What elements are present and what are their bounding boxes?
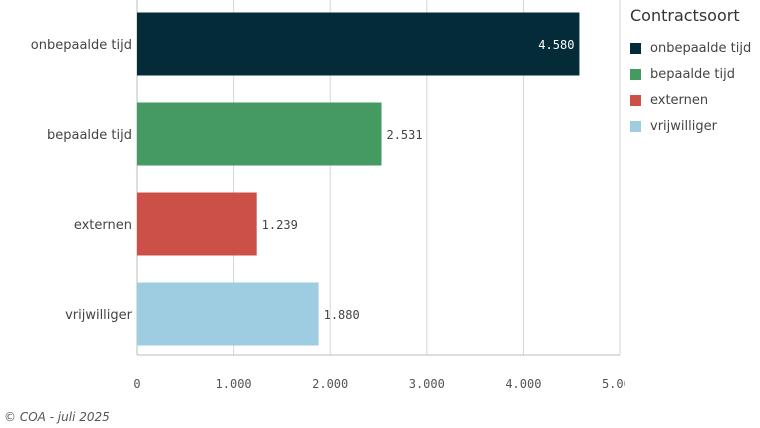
bar	[137, 12, 580, 76]
data-label: 1.880	[324, 308, 360, 322]
legend-item[interactable]: vrijwilliger	[630, 113, 758, 139]
category-label: bepaalde tijd	[47, 128, 132, 143]
bar	[137, 102, 382, 166]
legend-label: vrijwilliger	[650, 118, 717, 134]
x-tick-label: 3.000	[409, 377, 445, 391]
x-tick-label: 5.000	[602, 377, 625, 391]
data-label: 4.580	[538, 38, 574, 52]
x-axis-ticks: 0 1.000 2.000 3.000 4.000 5.000	[133, 377, 625, 391]
legend: Contractsoort onbepaalde tijd bepaalde t…	[630, 6, 758, 139]
data-label: 1.239	[262, 218, 298, 232]
category-label: externen	[74, 218, 132, 233]
x-tick-label: 2.000	[312, 377, 348, 391]
category-label: vrijwilliger	[65, 308, 133, 323]
legend-title: Contractsoort	[630, 6, 740, 25]
legend-item[interactable]: onbepaalde tijd	[630, 35, 758, 61]
legend-swatch	[630, 42, 641, 54]
bar	[137, 282, 319, 346]
bar-chart: 4.580 2.531 1.239 1.880 onbepaalde tijd bepa…	[31, 0, 625, 391]
x-tick-label: 1.000	[216, 377, 252, 391]
category-labels: onbepaalde tijd bepaalde tijd externen vrij…	[31, 38, 133, 323]
legend-item[interactable]: externen	[630, 87, 758, 113]
data-label: 2.531	[386, 128, 422, 142]
legend-swatch	[630, 68, 641, 80]
x-tick-label: 4.000	[505, 377, 541, 391]
x-tick-label: 0	[133, 377, 140, 391]
copyright-footer: © COA - juli 2025	[4, 410, 110, 424]
legend-label: bepaalde tijd	[650, 66, 736, 82]
legend-item[interactable]: bepaalde tijd	[630, 61, 758, 87]
legend-label: onbepaalde tijd	[650, 40, 752, 56]
legend-swatch	[630, 94, 641, 106]
legend-swatch	[630, 120, 641, 132]
legend-label: externen	[650, 92, 709, 108]
category-label: onbepaalde tijd	[31, 38, 132, 53]
bars: 4.580 2.531 1.239 1.880	[137, 12, 580, 346]
bar	[137, 192, 257, 256]
